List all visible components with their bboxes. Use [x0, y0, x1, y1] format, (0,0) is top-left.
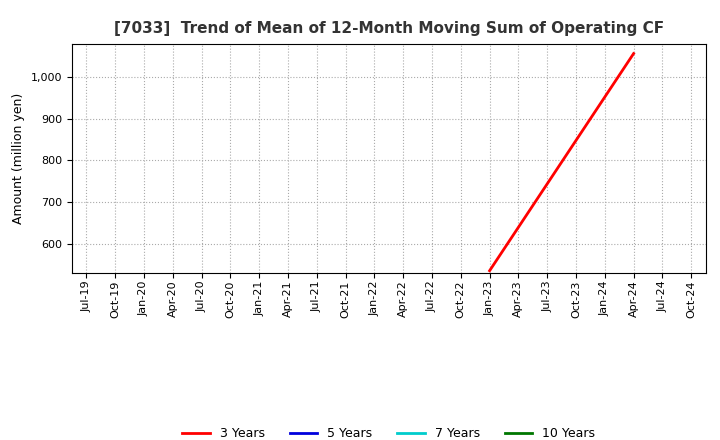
Legend: 3 Years, 5 Years, 7 Years, 10 Years: 3 Years, 5 Years, 7 Years, 10 Years	[177, 422, 600, 440]
Title: [7033]  Trend of Mean of 12-Month Moving Sum of Operating CF: [7033] Trend of Mean of 12-Month Moving …	[114, 21, 664, 36]
Y-axis label: Amount (million yen): Amount (million yen)	[12, 93, 25, 224]
